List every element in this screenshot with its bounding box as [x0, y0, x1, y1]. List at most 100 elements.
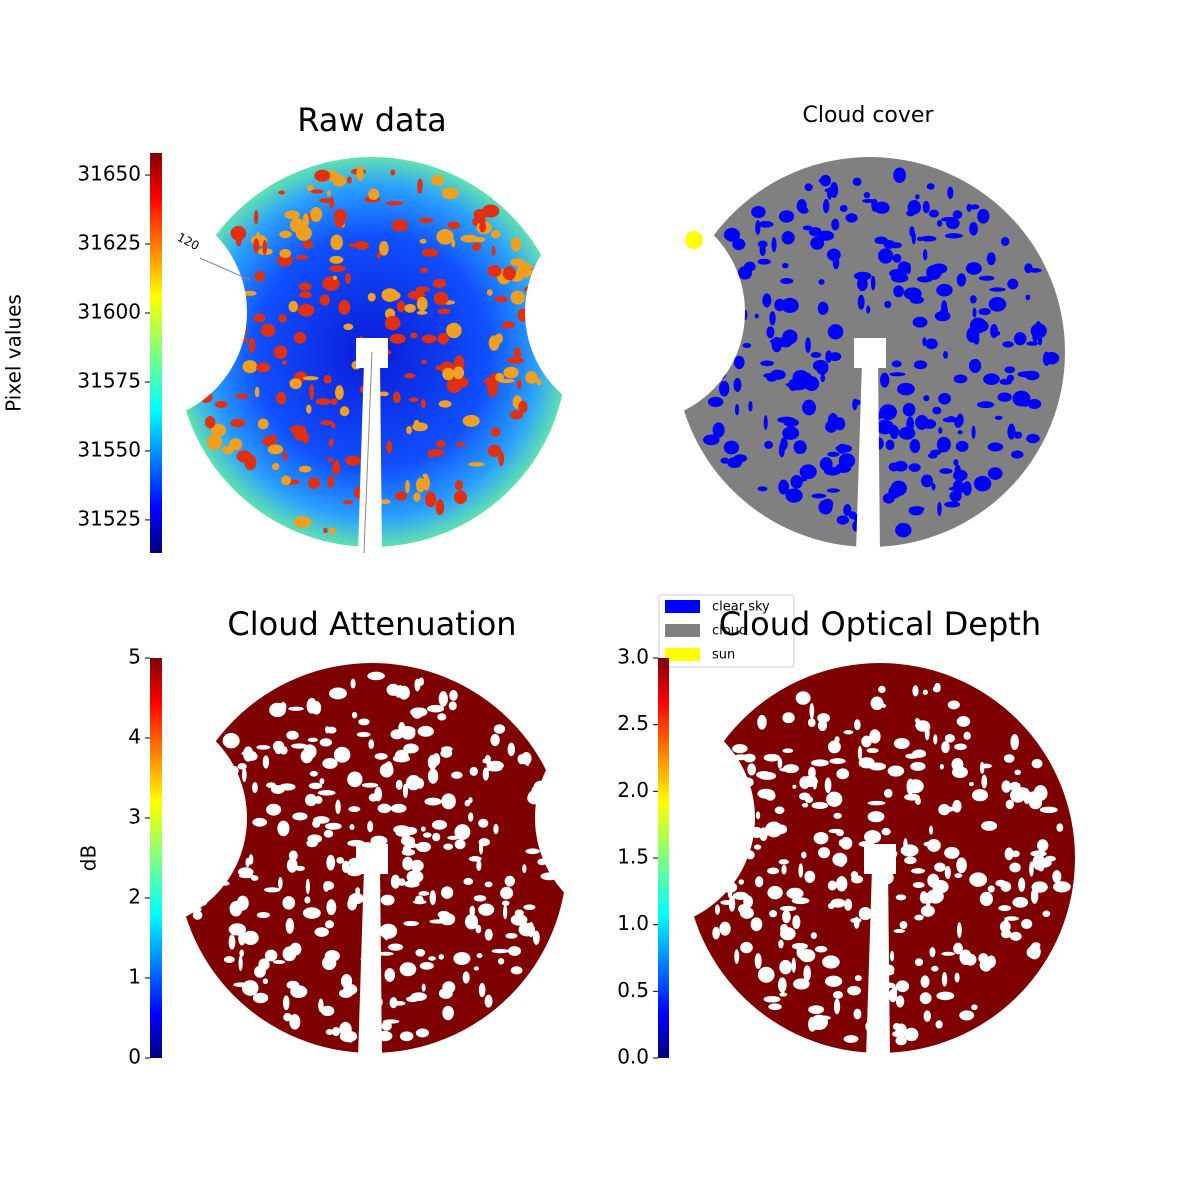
sky-blob [947, 700, 960, 710]
sky-blob [508, 946, 522, 956]
sky-blob [484, 881, 493, 888]
sky-blob [463, 877, 474, 885]
sky-blob [211, 423, 227, 437]
sky-blob [723, 227, 741, 242]
panel: Raw data 31525 31550 31575 31600 31625 31650 Pi… [2, 101, 573, 554]
sky-blob [389, 333, 406, 344]
sky-blob [843, 504, 852, 516]
sky-blob [798, 863, 804, 878]
sky-blob [420, 826, 426, 832]
sky-blob [802, 225, 813, 231]
sky-blob [242, 930, 259, 945]
sky-blob [895, 894, 907, 901]
sky-blob [712, 926, 720, 940]
sky-blob [1004, 847, 1014, 861]
sky-blob [843, 730, 854, 735]
sky-blob [782, 748, 794, 754]
colorbar [658, 658, 669, 1058]
sky-blob [242, 290, 257, 296]
sky-blob [228, 934, 236, 950]
sky-blob [827, 880, 837, 891]
sky-blob [928, 209, 940, 218]
sky-blob [987, 442, 1004, 452]
sky-blob [254, 386, 260, 398]
sky-blob [1019, 395, 1029, 401]
sky-blob [778, 939, 784, 949]
sky-blob [238, 955, 243, 971]
sky-blob [454, 442, 466, 447]
sky-blob [487, 444, 502, 457]
sky-blob [432, 278, 447, 289]
sky-blob [944, 865, 951, 880]
sky-blob [310, 207, 323, 222]
sky-blob [398, 685, 403, 690]
sky-blob [754, 313, 759, 319]
sky-blob [254, 965, 266, 978]
sky-blob [956, 857, 967, 874]
sky-blob [909, 226, 915, 238]
sky-blob [978, 275, 995, 281]
sky-blob [836, 515, 849, 525]
sky-blob [483, 379, 496, 384]
sky-blob [874, 236, 888, 245]
sky-blob [473, 895, 487, 902]
sky-blob [510, 914, 528, 926]
sky-blob [307, 184, 314, 192]
sky-blob [968, 781, 974, 787]
sky-blob [479, 221, 487, 233]
sky-blob [827, 902, 835, 910]
sky-blob [504, 875, 516, 887]
sky-blob [319, 294, 330, 306]
sky-blob [904, 856, 917, 865]
sky-blob [857, 745, 863, 761]
sky-blob [355, 887, 361, 895]
sky-blob [454, 824, 471, 840]
panel-title: Cloud Attenuation [227, 605, 516, 643]
sky-blob [262, 978, 269, 985]
sky-blob [341, 860, 350, 873]
sky-blob [1004, 366, 1016, 374]
sky-blob [911, 868, 926, 874]
sky-blob [377, 951, 394, 956]
sky-blob [429, 890, 437, 906]
sky-blob [941, 951, 955, 956]
sky-blob [843, 1035, 859, 1043]
sky-blob [390, 729, 404, 740]
sky-blob [408, 397, 419, 402]
sky-blob [778, 859, 790, 865]
sky-blob [279, 248, 292, 259]
sky-blob [873, 201, 890, 214]
sky-blob [938, 803, 951, 816]
sky-blob [376, 251, 381, 259]
panel: Cloud cover clear sky cloud sun [525, 103, 1065, 668]
sky-blob [757, 258, 771, 265]
sky-blob [922, 689, 928, 695]
sky-blob [767, 885, 783, 900]
sky-blob [1014, 769, 1021, 776]
sky-blob [781, 864, 787, 875]
sky-blob [310, 189, 324, 194]
sky-blob [833, 812, 842, 819]
colorbar-tick-label: 0 [128, 1045, 141, 1069]
sky-blob [804, 183, 813, 192]
sky-blob [895, 1036, 907, 1046]
sky-blob [976, 401, 995, 409]
sky-blob [441, 793, 456, 810]
sky-blob [253, 238, 260, 253]
sky-blob [264, 949, 278, 962]
sky-blob [998, 905, 1012, 912]
sky-blob [358, 718, 370, 726]
sky-blob [312, 819, 321, 828]
colorbar-tick-label: 2.0 [617, 778, 649, 802]
sky-blob [390, 169, 396, 176]
sky-blob [295, 225, 312, 241]
sky-blob [852, 398, 858, 411]
sky-blob [808, 226, 822, 237]
sky-blob [382, 1019, 400, 1024]
sky-blob [380, 894, 395, 906]
sky-blob [791, 957, 796, 973]
legend-label: sun [712, 648, 735, 663]
sky-blob [248, 337, 256, 353]
sky-blob [486, 289, 493, 296]
sky-blob [293, 516, 312, 528]
